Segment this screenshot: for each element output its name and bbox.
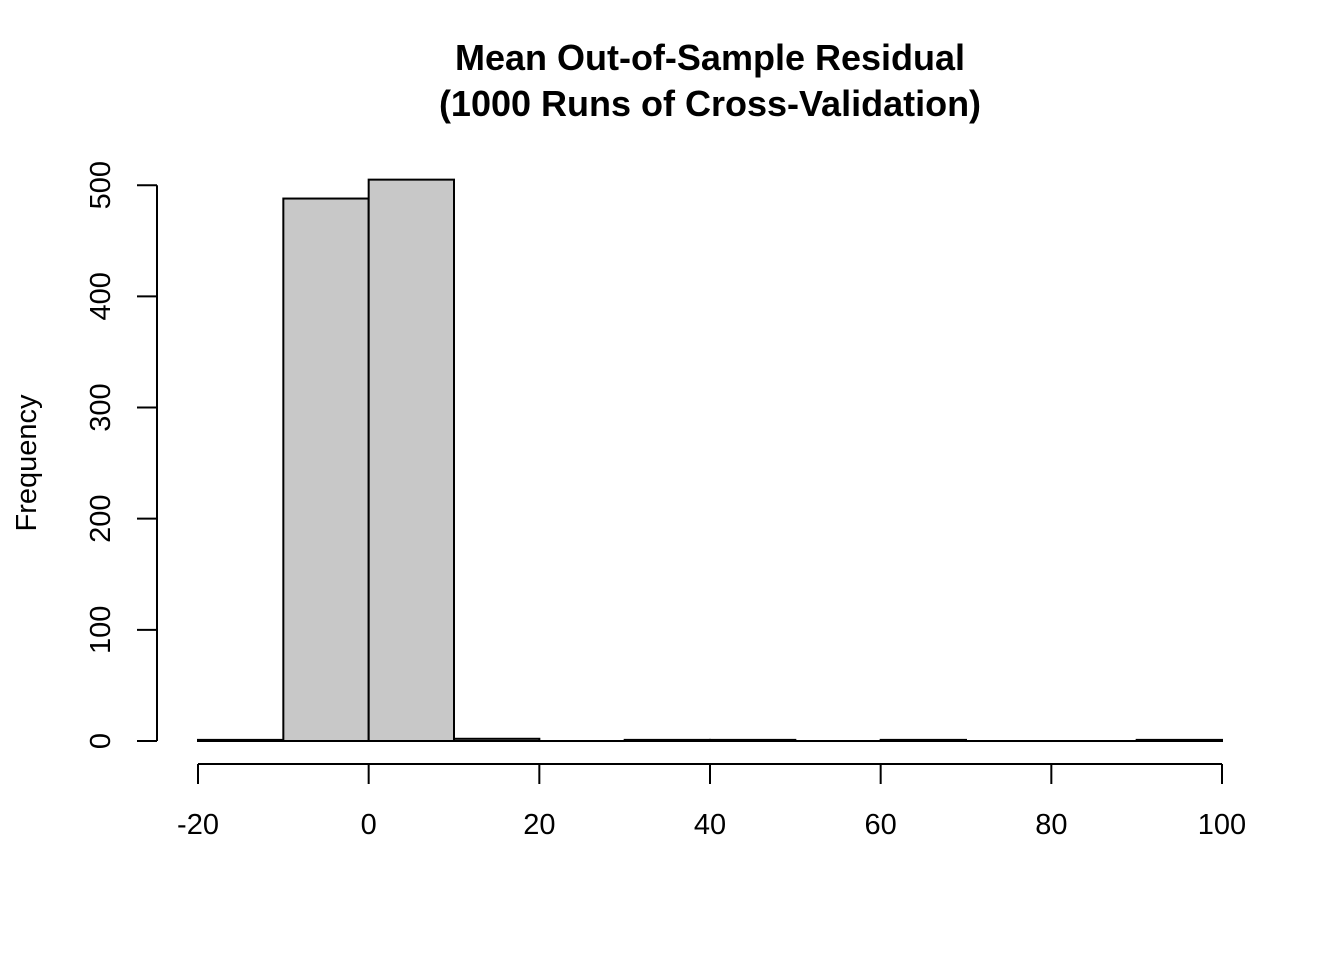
- chart-title-line-2: (1000 Runs of Cross-Validation): [439, 83, 981, 124]
- x-tick-label-2: 20: [523, 809, 555, 841]
- bars-group: [197, 178, 1223, 743]
- y-tick-label-0: 0: [85, 733, 117, 749]
- x-tick-label-0: -20: [177, 809, 219, 841]
- y-axis-label: Frequency: [11, 394, 43, 532]
- histogram-bar-11: [1135, 738, 1223, 743]
- y-axis: 0 100 200 300 400 500: [85, 161, 158, 749]
- histogram-bar-8: [879, 738, 968, 743]
- x-tick-label-5: 80: [1035, 809, 1067, 841]
- histogram-bar-3: [453, 737, 541, 742]
- y-tick-label-5: 500: [85, 161, 117, 209]
- histogram-bar-5: [623, 738, 712, 743]
- x-tick-label-4: 60: [865, 809, 897, 841]
- y-tick-label-4: 400: [85, 272, 117, 320]
- x-tick-label-1: 0: [361, 809, 377, 841]
- histogram-bar-2: [367, 178, 455, 742]
- histogram-bar-6: [709, 738, 797, 743]
- histogram-bar-0: [197, 738, 285, 743]
- chart-title-line-1: Mean Out-of-Sample Residual: [455, 37, 965, 78]
- y-tick-label-1: 100: [85, 606, 117, 654]
- y-tick-label-3: 300: [85, 383, 117, 431]
- histogram-bar-1: [282, 197, 370, 743]
- y-tick-label-2: 200: [85, 494, 117, 542]
- x-tick-label-6: 100: [1198, 809, 1246, 841]
- x-axis: -20 0 20 40 60 80 100: [177, 763, 1246, 841]
- x-tick-label-3: 40: [694, 809, 726, 841]
